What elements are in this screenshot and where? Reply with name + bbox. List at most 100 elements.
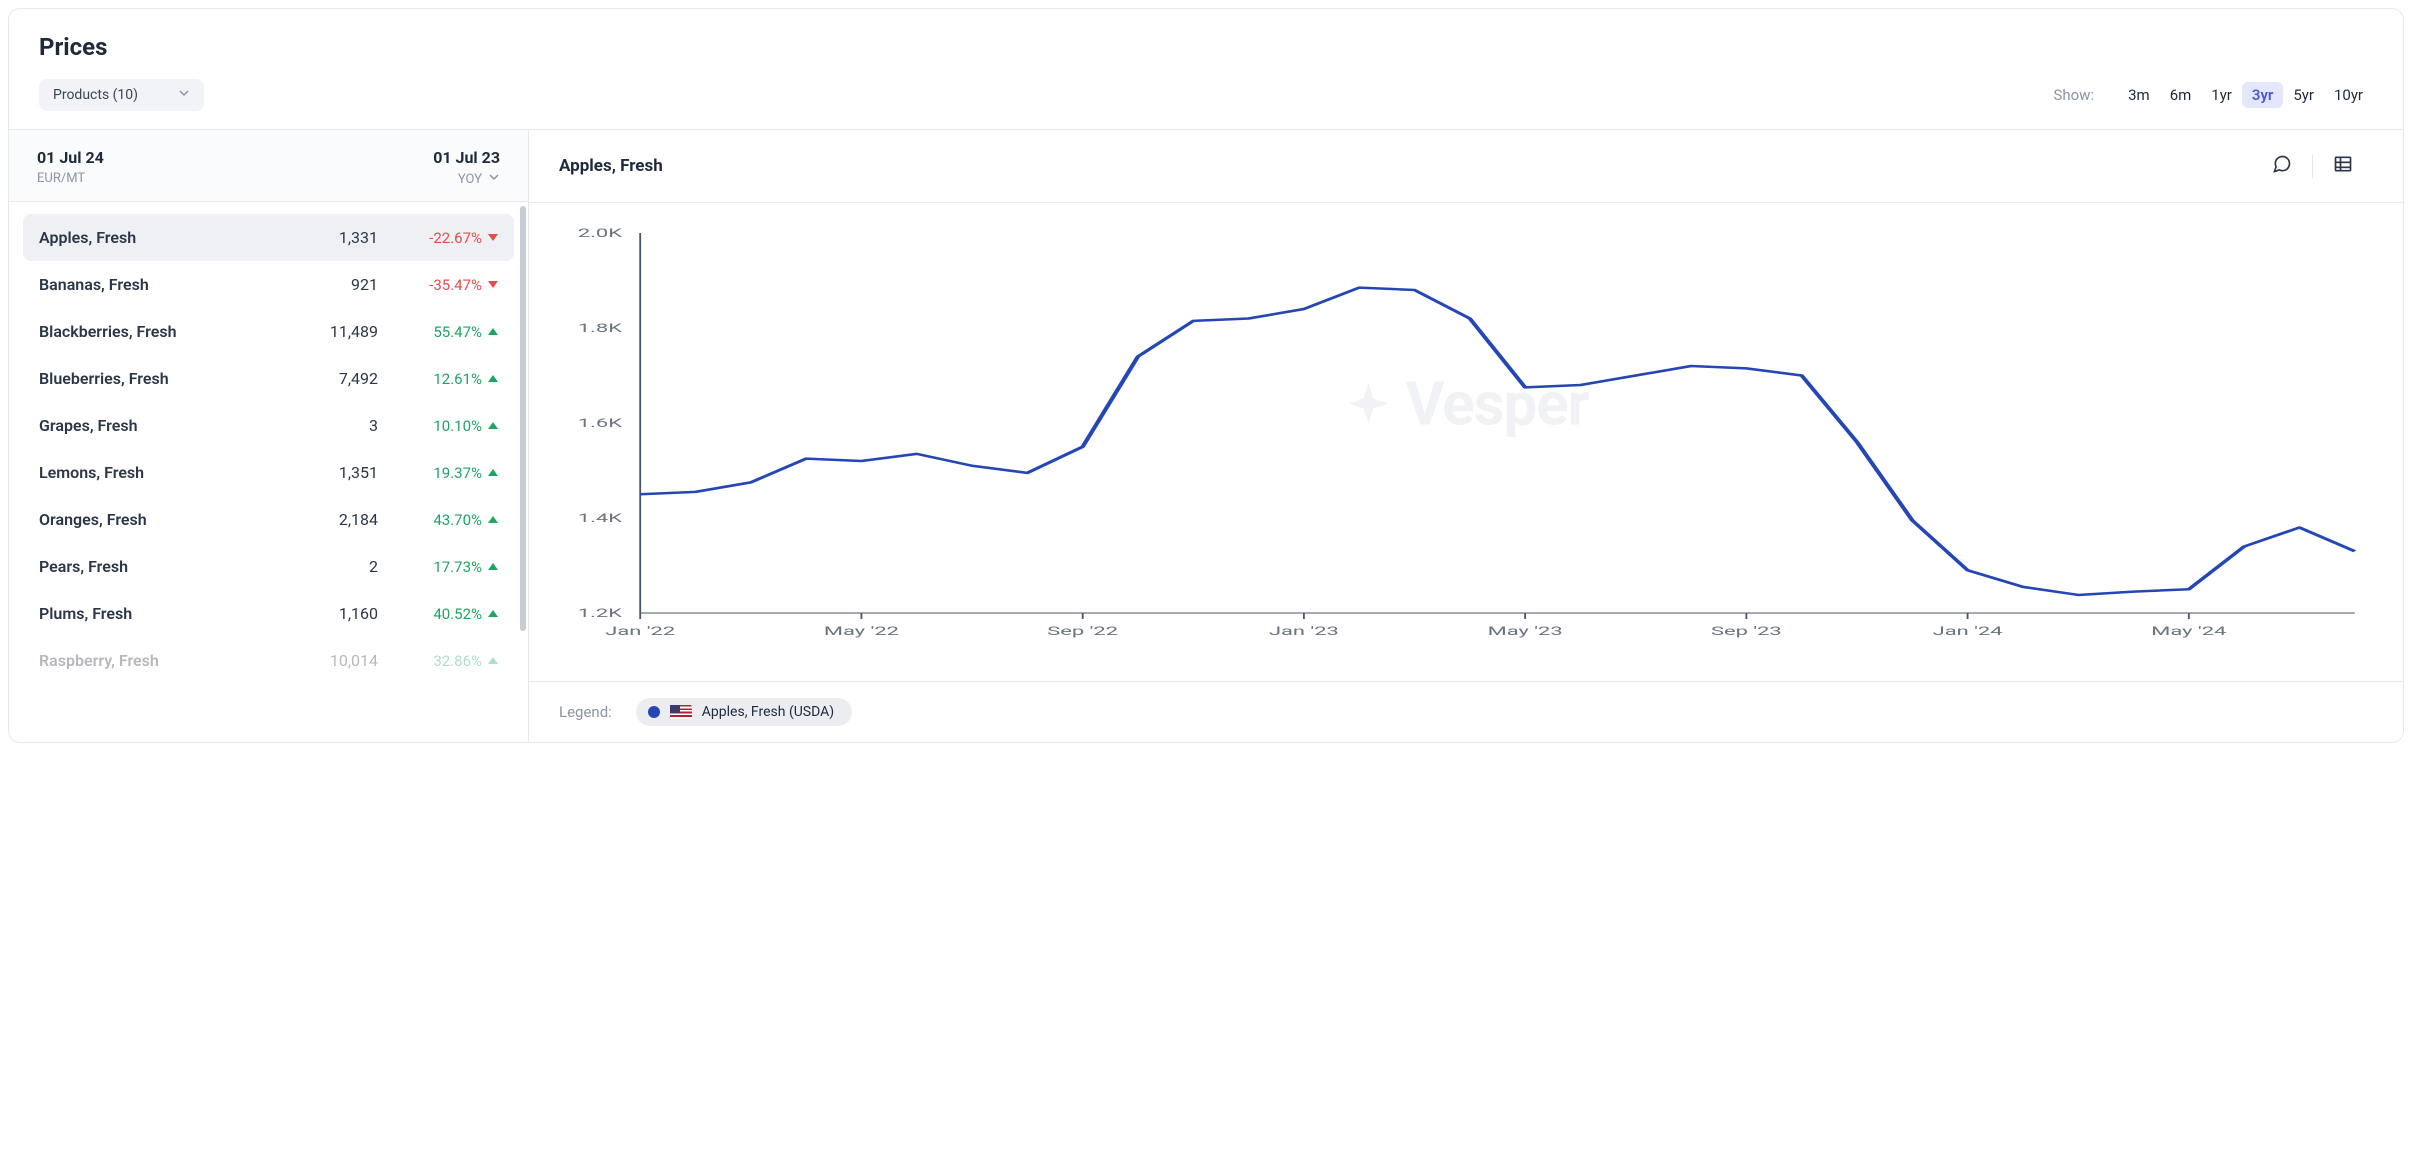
svg-text:Jan '24: Jan '24	[1933, 625, 2003, 639]
svg-text:May '23: May '23	[1488, 625, 1563, 639]
product-list: Apples, Fresh1,331-22.67%Bananas, Fresh9…	[9, 202, 528, 742]
svg-text:1.4K: 1.4K	[578, 512, 623, 526]
compare-mode-selector[interactable]: YOY	[458, 171, 500, 187]
products-dropdown[interactable]: Products (10)	[39, 79, 204, 111]
product-name: Apples, Fresh	[39, 228, 268, 247]
product-value: 11,489	[268, 322, 378, 341]
product-row[interactable]: Lemons, Fresh1,35119.37%	[23, 449, 514, 496]
product-list-panel: 01 Jul 24 EUR/MT 01 Jul 23 YOY Apples, F…	[9, 130, 529, 742]
product-row[interactable]: Plums, Fresh1,16040.52%	[23, 590, 514, 637]
triangle-up-icon	[488, 610, 498, 617]
chart-panel: Apples, Fresh	[529, 130, 2403, 742]
product-value: 1,160	[268, 604, 378, 623]
current-date: 01 Jul 24	[37, 148, 104, 167]
svg-text:Jan '23: Jan '23	[1269, 625, 1339, 639]
svg-text:1.6K: 1.6K	[578, 417, 623, 431]
chevron-down-icon	[178, 87, 190, 103]
product-value: 2	[268, 557, 378, 576]
product-value: 1,351	[268, 463, 378, 482]
triangle-up-icon	[488, 422, 498, 429]
svg-text:Sep '22: Sep '22	[1047, 625, 1118, 639]
list-header-compare: 01 Jul 23 YOY	[433, 148, 500, 187]
legend-item[interactable]: Apples, Fresh (USDA)	[636, 698, 852, 726]
list-header: 01 Jul 24 EUR/MT 01 Jul 23 YOY	[9, 130, 528, 202]
product-change: -35.47%	[378, 276, 498, 294]
product-row[interactable]: Blackberries, Fresh11,48955.47%	[23, 308, 514, 355]
header-controls: Products (10) Show: 3m6m1yr3yr5yr10yr	[39, 79, 2373, 111]
legend-color-dot	[648, 706, 660, 718]
chart-title: Apples, Fresh	[559, 156, 663, 176]
svg-text:2.0K: 2.0K	[578, 227, 623, 241]
product-change: 32.86%	[378, 652, 498, 670]
legend-series-name: Apples, Fresh (USDA)	[702, 704, 834, 720]
product-name: Blueberries, Fresh	[39, 369, 268, 388]
triangle-up-icon	[488, 328, 498, 335]
range-6m[interactable]: 6m	[2160, 82, 2202, 108]
product-row[interactable]: Bananas, Fresh921-35.47%	[23, 261, 514, 308]
product-row[interactable]: Oranges, Fresh2,18443.70%	[23, 496, 514, 543]
product-row[interactable]: Apples, Fresh1,331-22.67%	[23, 214, 514, 261]
product-value: 7,492	[268, 369, 378, 388]
products-dropdown-label: Products (10)	[53, 87, 138, 103]
table-view-button[interactable]	[2313, 148, 2373, 184]
svg-text:May '22: May '22	[824, 625, 899, 639]
card-body: 01 Jul 24 EUR/MT 01 Jul 23 YOY Apples, F…	[9, 129, 2403, 742]
product-value: 10,014	[268, 651, 378, 670]
product-name: Raspberry, Fresh	[39, 651, 268, 670]
comment-button[interactable]	[2252, 148, 2312, 184]
product-name: Oranges, Fresh	[39, 510, 268, 529]
us-flag-icon	[670, 705, 692, 719]
product-name: Lemons, Fresh	[39, 463, 268, 482]
time-range-selector: Show: 3m6m1yr3yr5yr10yr	[2053, 86, 2373, 104]
product-name: Plums, Fresh	[39, 604, 268, 623]
line-chart: 1.2K 1.4K 1.6K 1.8K 2.0K Jan '22 May '22 Sep '2…	[549, 223, 2373, 653]
triangle-up-icon	[488, 516, 498, 523]
scrollbar[interactable]	[520, 202, 526, 702]
range-3m[interactable]: 3m	[2118, 82, 2160, 108]
triangle-down-icon	[488, 234, 498, 241]
triangle-down-icon	[488, 281, 498, 288]
product-row[interactable]: Raspberry, Fresh10,01432.86%	[23, 637, 514, 684]
product-value: 921	[268, 275, 378, 294]
svg-text:Sep '23: Sep '23	[1711, 625, 1782, 639]
compare-mode-label: YOY	[458, 172, 482, 187]
range-3yr[interactable]: 3yr	[2242, 82, 2283, 108]
product-change: 12.61%	[378, 370, 498, 388]
svg-text:Jan '22: Jan '22	[605, 625, 675, 639]
product-name: Bananas, Fresh	[39, 275, 268, 294]
product-value: 2,184	[268, 510, 378, 529]
page-title: Prices	[39, 33, 2373, 61]
chart-actions	[2252, 148, 2373, 184]
range-1yr[interactable]: 1yr	[2201, 82, 2242, 108]
range-label: Show:	[2053, 86, 2094, 104]
svg-text:1.2K: 1.2K	[578, 607, 623, 621]
compare-date: 01 Jul 23	[433, 148, 500, 167]
product-change: 55.47%	[378, 323, 498, 341]
svg-text:1.8K: 1.8K	[578, 322, 623, 336]
legend: Legend: Apples, Fresh (USDA)	[529, 681, 2403, 742]
product-row[interactable]: Grapes, Fresh310.10%	[23, 402, 514, 449]
svg-text:May '24: May '24	[2151, 625, 2226, 639]
product-change: 10.10%	[378, 417, 498, 435]
list-header-current: 01 Jul 24 EUR/MT	[37, 148, 104, 186]
product-change: 17.73%	[378, 558, 498, 576]
product-change: -22.67%	[378, 229, 498, 247]
price-unit: EUR/MT	[37, 171, 104, 186]
product-row[interactable]: Pears, Fresh217.73%	[23, 543, 514, 590]
chart-header: Apples, Fresh	[529, 130, 2403, 203]
product-value: 3	[268, 416, 378, 435]
chart-area: Vesper 1.2K1.4K1.6K1.8K2.0KJan '22May '2…	[529, 203, 2403, 681]
range-5yr[interactable]: 5yr	[2283, 82, 2324, 108]
prices-card: Prices Products (10) Show: 3m6m1yr3yr5yr…	[8, 8, 2404, 743]
triangle-up-icon	[488, 375, 498, 382]
triangle-up-icon	[488, 469, 498, 476]
legend-label: Legend:	[559, 703, 612, 721]
range-10yr[interactable]: 10yr	[2324, 82, 2373, 108]
card-header: Prices Products (10) Show: 3m6m1yr3yr5yr…	[9, 9, 2403, 129]
triangle-up-icon	[488, 657, 498, 664]
product-name: Grapes, Fresh	[39, 416, 268, 435]
product-change: 43.70%	[378, 511, 498, 529]
product-row[interactable]: Blueberries, Fresh7,49212.61%	[23, 355, 514, 402]
triangle-up-icon	[488, 563, 498, 570]
product-name: Pears, Fresh	[39, 557, 268, 576]
